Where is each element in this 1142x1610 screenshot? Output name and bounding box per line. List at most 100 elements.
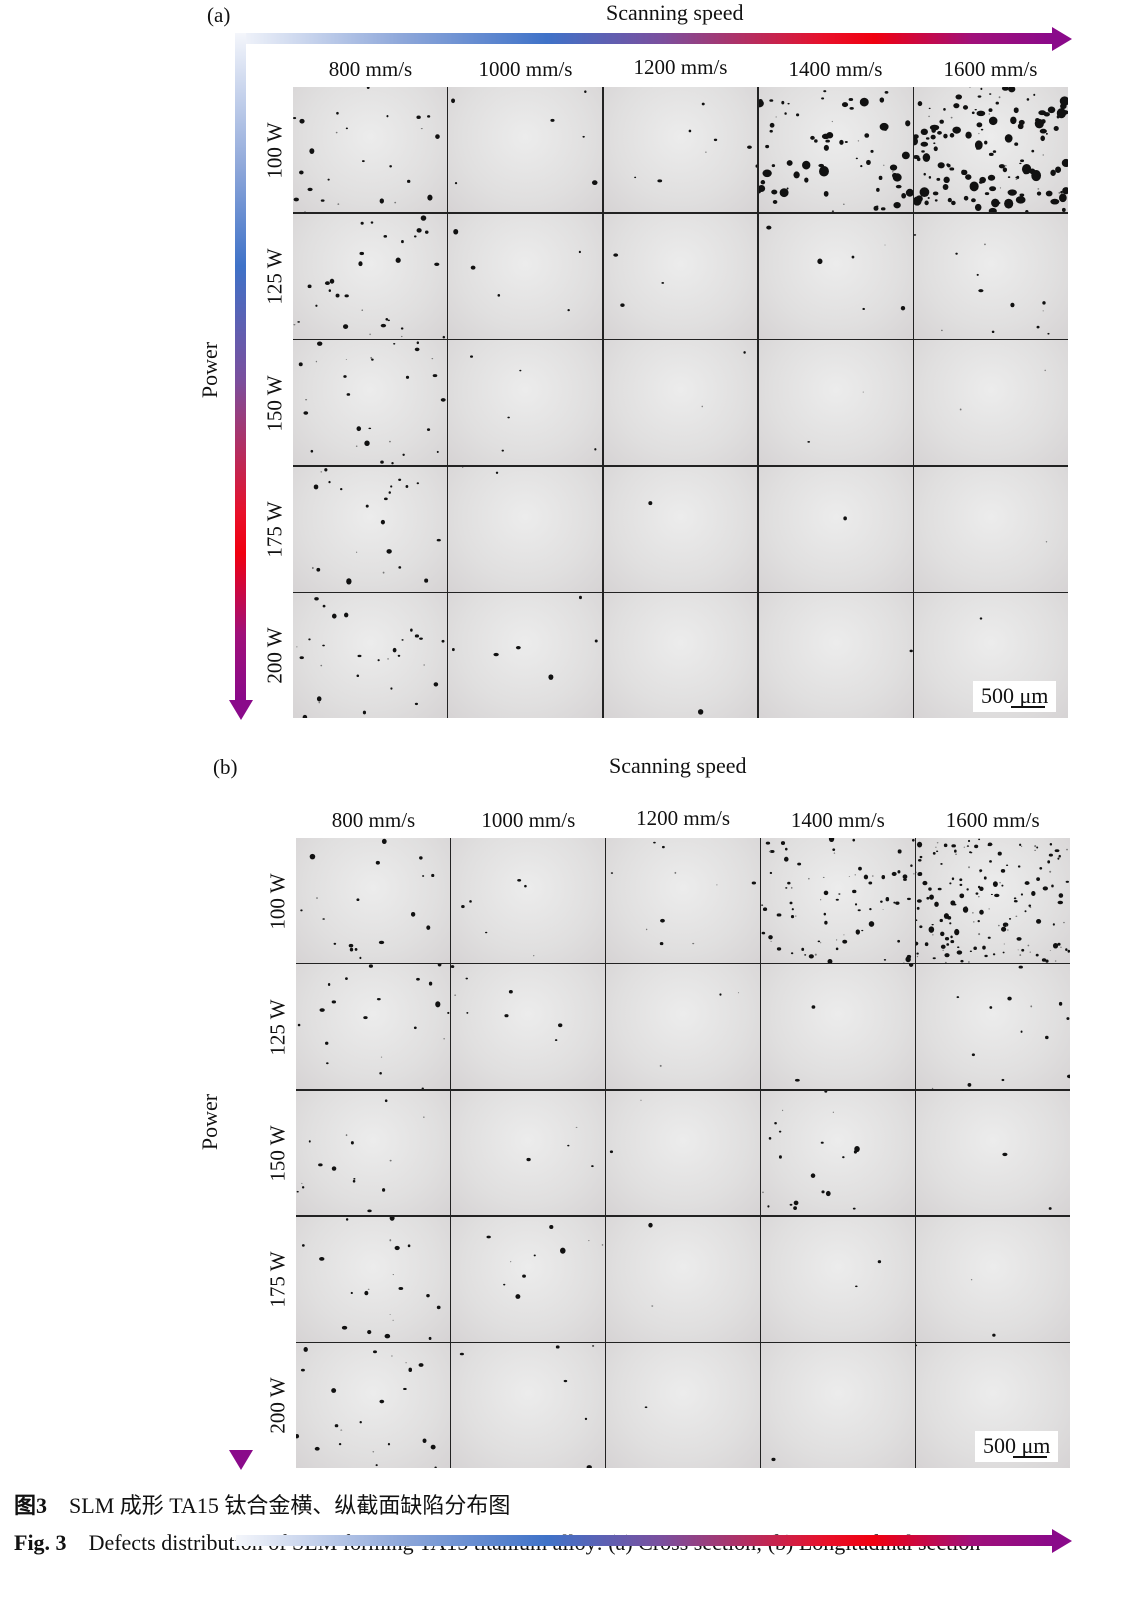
pore xyxy=(940,863,944,865)
pore xyxy=(1043,886,1049,891)
pore xyxy=(364,440,370,447)
pore xyxy=(955,94,963,100)
pore xyxy=(1036,877,1041,881)
pore xyxy=(1036,325,1040,328)
pore xyxy=(950,116,953,119)
pore xyxy=(592,1345,595,1347)
pore xyxy=(1043,112,1051,117)
pores xyxy=(807,391,864,443)
pore xyxy=(1019,193,1025,197)
pore xyxy=(674,871,677,874)
pore xyxy=(560,1247,566,1254)
pore xyxy=(875,187,880,192)
pore xyxy=(786,187,789,190)
pore xyxy=(1018,865,1021,868)
pore xyxy=(563,1380,568,1383)
pore xyxy=(1037,191,1042,196)
pore xyxy=(355,445,358,447)
pore xyxy=(910,864,913,867)
pore xyxy=(979,872,982,874)
pore xyxy=(769,850,772,853)
pore xyxy=(928,115,931,118)
pore xyxy=(497,293,501,297)
pore xyxy=(1042,154,1044,156)
pore xyxy=(493,652,500,657)
pore xyxy=(296,646,298,648)
pore xyxy=(313,483,319,489)
pore xyxy=(765,144,770,149)
pore xyxy=(660,941,664,946)
pore xyxy=(1034,849,1037,851)
pore xyxy=(1066,1017,1070,1021)
pore xyxy=(905,120,911,127)
scale-bar: 500 μm xyxy=(973,681,1057,712)
pore xyxy=(1045,1036,1049,1040)
pore xyxy=(968,866,971,869)
pore xyxy=(1025,210,1029,212)
pore xyxy=(367,1209,372,1212)
pore xyxy=(443,1038,445,1040)
pores xyxy=(311,467,441,585)
pore xyxy=(761,904,764,906)
power-arrow xyxy=(235,33,246,700)
pore xyxy=(978,132,980,135)
micrograph-cell xyxy=(448,593,603,718)
pore xyxy=(978,932,981,936)
pore xyxy=(359,1421,362,1424)
pore xyxy=(319,1008,325,1013)
pore xyxy=(817,940,821,943)
pore xyxy=(393,342,396,345)
micrograph-cell xyxy=(606,964,760,1090)
pore xyxy=(413,1026,417,1030)
pore xyxy=(1024,910,1027,913)
pore xyxy=(993,953,996,956)
pore xyxy=(823,912,827,916)
pore xyxy=(391,1355,393,1357)
pore xyxy=(862,391,864,393)
pore xyxy=(1057,900,1064,905)
pore xyxy=(1020,1030,1023,1034)
pore xyxy=(967,1083,972,1088)
pore xyxy=(852,838,856,842)
pore xyxy=(349,947,354,952)
pore xyxy=(416,115,421,120)
pore xyxy=(821,1189,825,1193)
pores xyxy=(453,228,582,311)
pore xyxy=(331,1000,337,1004)
pore xyxy=(1056,108,1067,119)
pore xyxy=(955,252,958,255)
pore xyxy=(988,936,992,939)
pore xyxy=(915,195,924,203)
pore xyxy=(895,901,900,905)
pore xyxy=(428,981,433,986)
pore xyxy=(555,1039,558,1042)
pore xyxy=(949,882,952,885)
pore xyxy=(384,1098,388,1102)
pore xyxy=(971,198,977,203)
micrograph-cell xyxy=(758,466,913,592)
pores xyxy=(648,1222,654,1307)
pore xyxy=(933,957,937,960)
pore xyxy=(815,953,818,956)
pore xyxy=(320,664,323,667)
pore xyxy=(916,1344,918,1347)
pore xyxy=(315,360,318,363)
pore xyxy=(1006,864,1009,867)
pore xyxy=(293,116,297,120)
pore xyxy=(804,954,807,956)
pore xyxy=(849,106,854,110)
pore xyxy=(434,1466,437,1468)
pore xyxy=(320,199,325,202)
caption-cn-text: SLM 成形 TA15 钛合金横、纵截面缺陷分布图 xyxy=(69,1493,511,1518)
pore xyxy=(988,174,996,181)
pore xyxy=(851,255,855,259)
pore xyxy=(383,234,388,238)
pores xyxy=(526,1126,594,1167)
pore xyxy=(952,877,955,881)
pore xyxy=(340,1429,343,1431)
pore xyxy=(651,1305,654,1307)
micrograph-cell xyxy=(916,964,1070,1090)
pore xyxy=(848,98,854,101)
pore xyxy=(1037,188,1040,190)
pore xyxy=(913,873,915,875)
